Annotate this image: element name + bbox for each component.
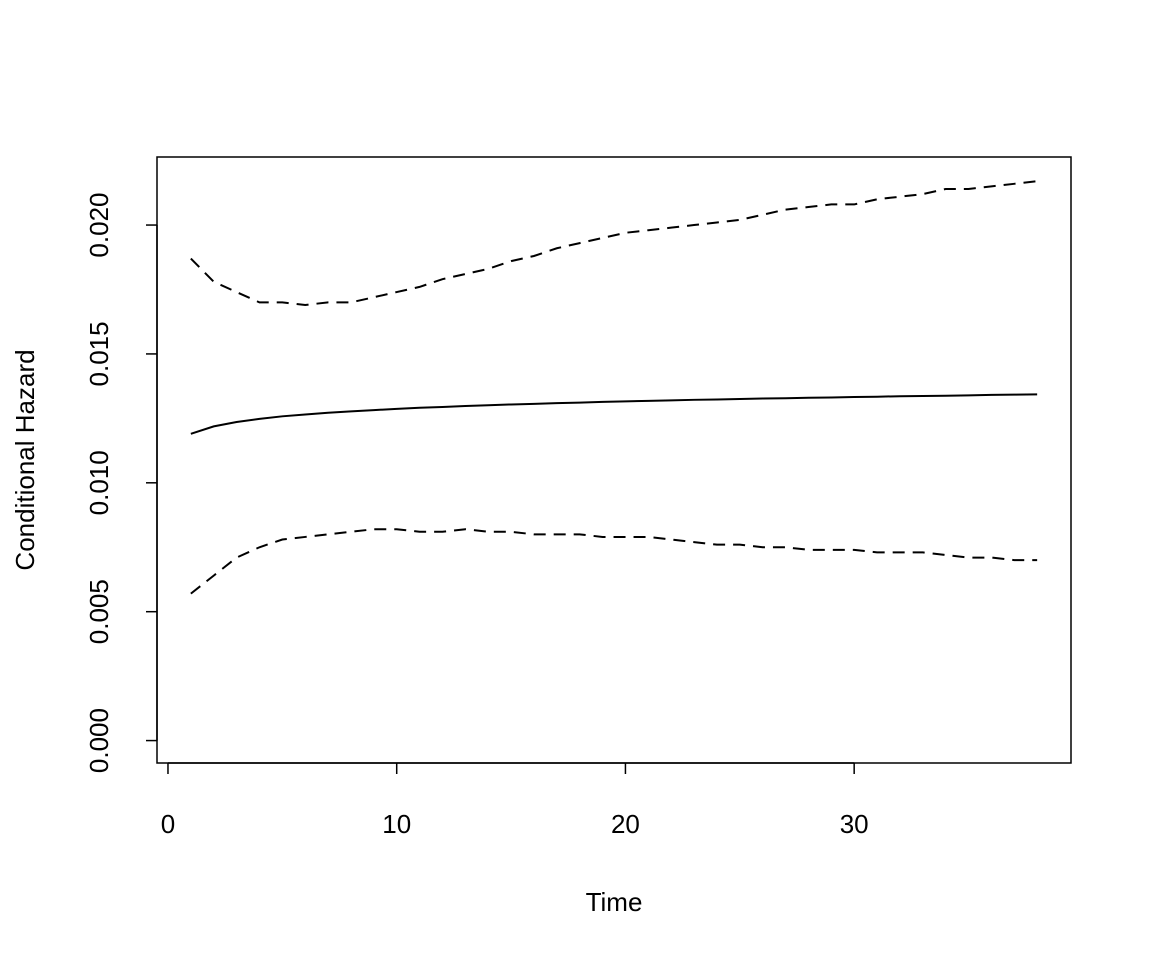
y-tick-label: 0.010 [84, 450, 114, 515]
y-tick-label: 0.005 [84, 579, 114, 644]
y-tick-label: 0.020 [84, 193, 114, 258]
plot-box [156, 156, 1072, 764]
y-tick-label: 0.000 [84, 708, 114, 773]
x-tick-label: 10 [382, 809, 411, 839]
x-axis-label: Time [586, 887, 643, 917]
y-axis-label: Conditional Hazard [10, 349, 40, 570]
y-tick-label: 0.015 [84, 321, 114, 386]
series-line [190, 393, 1038, 435]
x-tick-label: 0 [161, 809, 175, 839]
series-line [190, 180, 1038, 306]
x-tick-label: 30 [840, 809, 869, 839]
x-tick-label: 20 [611, 809, 640, 839]
series-line [190, 528, 1038, 595]
